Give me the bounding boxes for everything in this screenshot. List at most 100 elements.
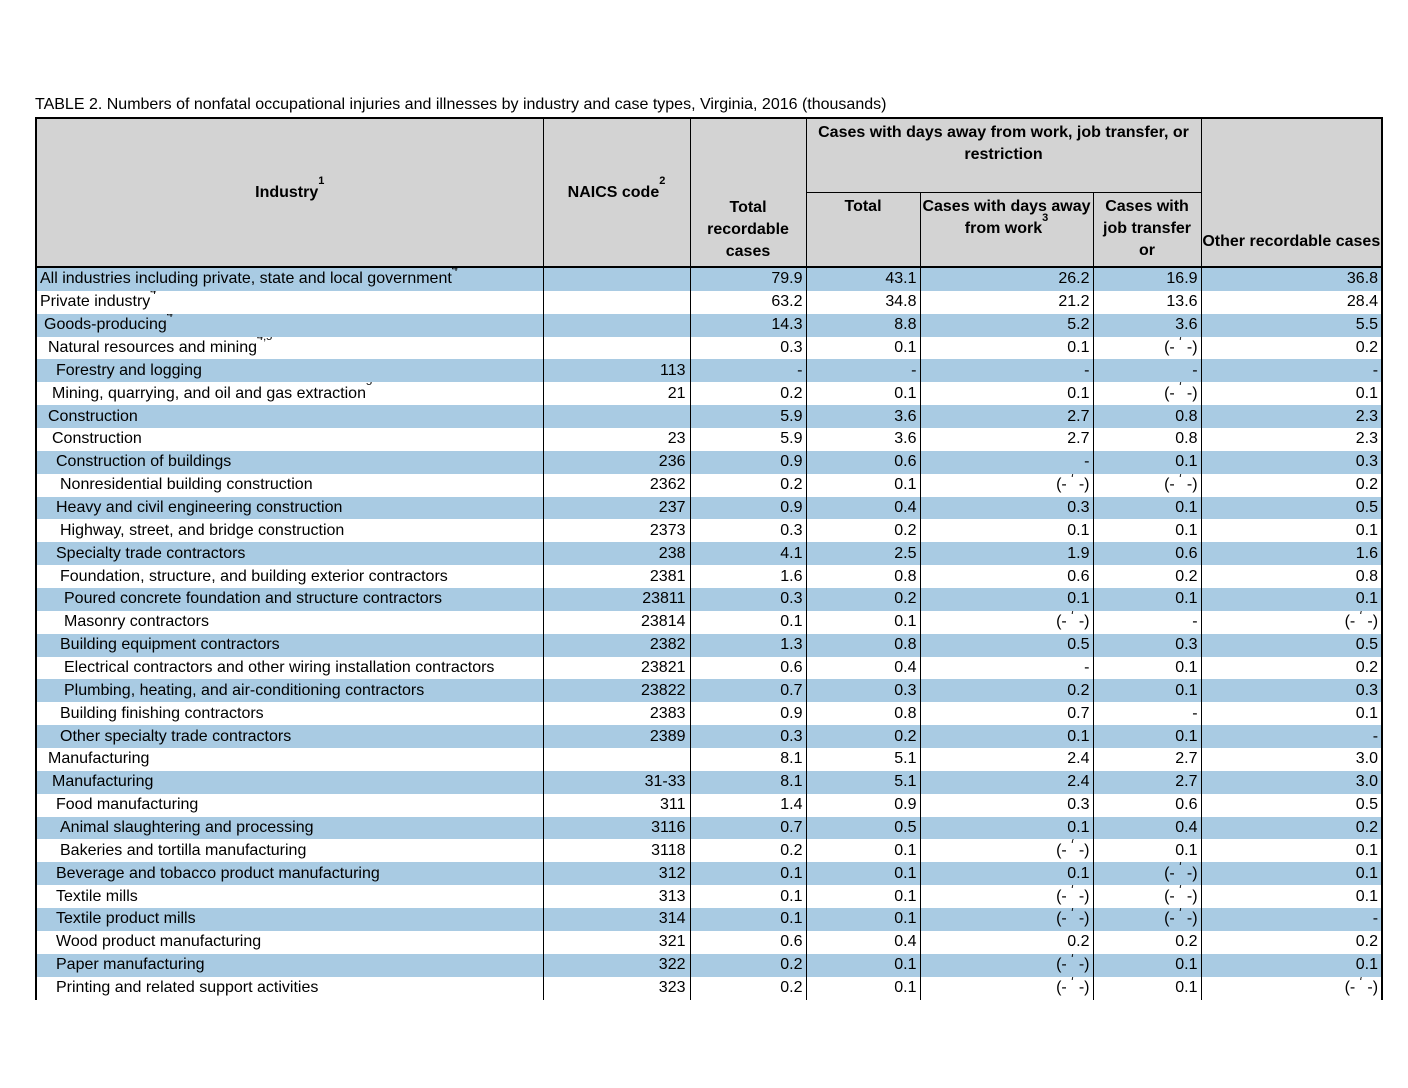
industry-cell: Specialty trade contractors xyxy=(37,542,543,566)
table-row: Bakeries and tortilla manufacturing 3118 0… xyxy=(37,839,1382,863)
table-row: Private industry4 63.2 34.8 21.2 13.6 28.4 xyxy=(37,290,1382,314)
table-row: Other specialty trade contractors 2389 0.3… xyxy=(37,725,1382,749)
table-row: Nonresidential building construction 2362… xyxy=(37,473,1382,497)
value-cell: 0.1 xyxy=(1092,450,1202,474)
col-header-group-total: Total xyxy=(805,192,920,268)
value-cell: 4.1 xyxy=(689,542,806,566)
value-cell: 0.1 xyxy=(919,725,1093,749)
footnote-marker: 7 xyxy=(1069,473,1076,480)
col-group-header-label: Cases with days away from work, job tran… xyxy=(818,124,1189,163)
value-cell: 0.1 xyxy=(1092,588,1202,611)
footnote-marker: 3 xyxy=(1042,211,1049,224)
value-cell: - xyxy=(919,450,1093,474)
naics-cell xyxy=(542,405,690,429)
value-cell: 0.1 xyxy=(1092,519,1202,543)
value-cell: 0.8 xyxy=(1092,428,1202,451)
table-row: Building equipment contractors 2382 1.3 0.8… xyxy=(37,633,1382,657)
value-cell: 0.1 xyxy=(919,382,1093,406)
industry-cell: Beverage and tobacco product manufacturi… xyxy=(37,862,543,886)
table-row: Construction 23 5.9 3.6 2.7 0.8 2.3 xyxy=(37,428,1382,451)
value-cell: 0.3 xyxy=(919,496,1093,520)
value-cell: - xyxy=(1200,725,1382,749)
value-cell: 0.1 xyxy=(919,862,1093,886)
naics-cell: 2382 xyxy=(542,633,690,657)
value-cell: 0.9 xyxy=(689,450,806,474)
value-cell: 0.2 xyxy=(1092,565,1202,589)
footnote-marker: 4 xyxy=(166,313,173,320)
value-cell: 0.9 xyxy=(805,793,920,817)
value-cell: (-7-) xyxy=(1092,862,1202,886)
table-row: Paper manufacturing 322 0.2 0.1 (-7-) 0.1 0.1 xyxy=(37,953,1382,977)
value-cell: 0.8 xyxy=(805,633,920,657)
col-header-days-away-label: Cases with days away from work xyxy=(922,198,1091,237)
industry-cell: Bakeries and tortilla manufacturing xyxy=(60,841,307,859)
col-header-other-recordable: Other recordable cases xyxy=(1200,119,1382,268)
naics-cell: 2373 xyxy=(542,519,690,543)
industry-cell: Highway, street, and bridge construction xyxy=(60,521,345,539)
value-cell: 0.4 xyxy=(1092,816,1202,840)
industry-cell: Other specialty trade contractors xyxy=(37,725,543,749)
naics-cell: 21 xyxy=(542,382,690,406)
industry-cell: Building equipment contractors xyxy=(37,633,543,657)
value-cell: (-7-) xyxy=(1200,610,1382,634)
table-row: Plumbing, heating, and air-conditioning … xyxy=(37,679,1382,703)
naics-cell xyxy=(542,748,690,771)
table-title: TABLE 2. Numbers of nonfatal occupationa… xyxy=(35,96,887,113)
value-cell: 2.7 xyxy=(919,428,1093,451)
value-cell: - xyxy=(1200,908,1382,931)
naics-cell xyxy=(542,290,690,314)
table-row: Manufacturing 31-33 8.1 5.1 2.4 2.7 3.0 xyxy=(37,770,1382,794)
value-cell: 5.1 xyxy=(805,770,920,794)
table-row: Electrical contractors and other wiring … xyxy=(37,656,1382,680)
naics-cell: 313 xyxy=(542,885,690,909)
value-cell: 0.4 xyxy=(805,656,920,680)
injuries-table-container: Industry1 NAICS code2 Total recordable c… xyxy=(35,117,1383,1000)
table-row: Construction of buildings 236 0.9 0.6-0.1 0.… xyxy=(37,450,1382,474)
value-cell: - xyxy=(689,359,806,383)
industry-cell: Natural resources and mining4,5 xyxy=(37,337,543,360)
table-row: Forestry and logging 113- - - - - xyxy=(37,359,1382,383)
value-cell: 0.1 xyxy=(1092,656,1202,680)
value-cell: 0.1 xyxy=(805,862,920,886)
value-cell: 36.8 xyxy=(1200,267,1382,291)
value-cell: 3.6 xyxy=(1092,313,1202,337)
footnote-marker: 7 xyxy=(1177,885,1184,892)
col-header-other-recordable-label: Other recordable cases xyxy=(1202,233,1381,250)
industry-cell: Construction xyxy=(37,405,543,429)
value-cell: 16.9 xyxy=(1092,267,1202,291)
value-cell: 0.3 xyxy=(689,588,806,611)
value-cell: 0.9 xyxy=(689,702,806,726)
value-cell: (-7-) xyxy=(919,953,1093,977)
naics-cell: 323 xyxy=(542,976,690,1000)
value-cell: (-7-) xyxy=(1092,473,1202,497)
value-cell: 13.6 xyxy=(1092,290,1202,314)
table-row: Heavy and civil engineering construction… xyxy=(37,496,1382,520)
table-row: Goods-producing4 14.3 8.8 5.2 3.6 5.5 xyxy=(37,313,1382,337)
industry-cell: Nonresidential building construction xyxy=(60,476,313,494)
value-cell: 0.1 xyxy=(689,610,806,634)
value-cell: 0.3 xyxy=(1092,633,1202,657)
value-cell: 0.7 xyxy=(919,702,1093,726)
naics-cell xyxy=(542,267,690,291)
value-cell: 0.1 xyxy=(805,839,920,863)
table-row: Wood product manufacturing 321 0.6 0.4 0.2 0.… xyxy=(37,930,1382,954)
value-cell: 1.6 xyxy=(1200,542,1382,566)
table-row: Manufacturing 8.1 5.1 2.4 2.7 3.0 xyxy=(37,748,1382,771)
value-cell: 0.8 xyxy=(805,565,920,589)
value-cell: 0.1 xyxy=(919,816,1093,840)
industry-cell: Foundation, structure, and building exte… xyxy=(60,567,448,585)
value-cell: 5.9 xyxy=(689,405,806,429)
footnote-marker: 7 xyxy=(1358,976,1365,983)
table-row: Textile product mills 314 0.1 0.1 (-7-) (-7-)… xyxy=(37,908,1382,931)
value-cell: 0.1 xyxy=(805,976,920,1000)
value-cell: 0.6 xyxy=(1092,542,1202,566)
col-header-days-away: Cases with days away from work3 xyxy=(919,192,1093,268)
value-cell: 0.3 xyxy=(1200,679,1382,703)
value-cell: (-7-) xyxy=(1092,382,1202,406)
value-cell: 2.7 xyxy=(1092,748,1202,771)
value-cell: 0.1 xyxy=(1200,885,1382,909)
value-cell: 21.2 xyxy=(919,290,1093,314)
value-cell: 0.1 xyxy=(1200,953,1382,977)
industry-cell: Animal slaughtering and processing xyxy=(37,816,543,840)
